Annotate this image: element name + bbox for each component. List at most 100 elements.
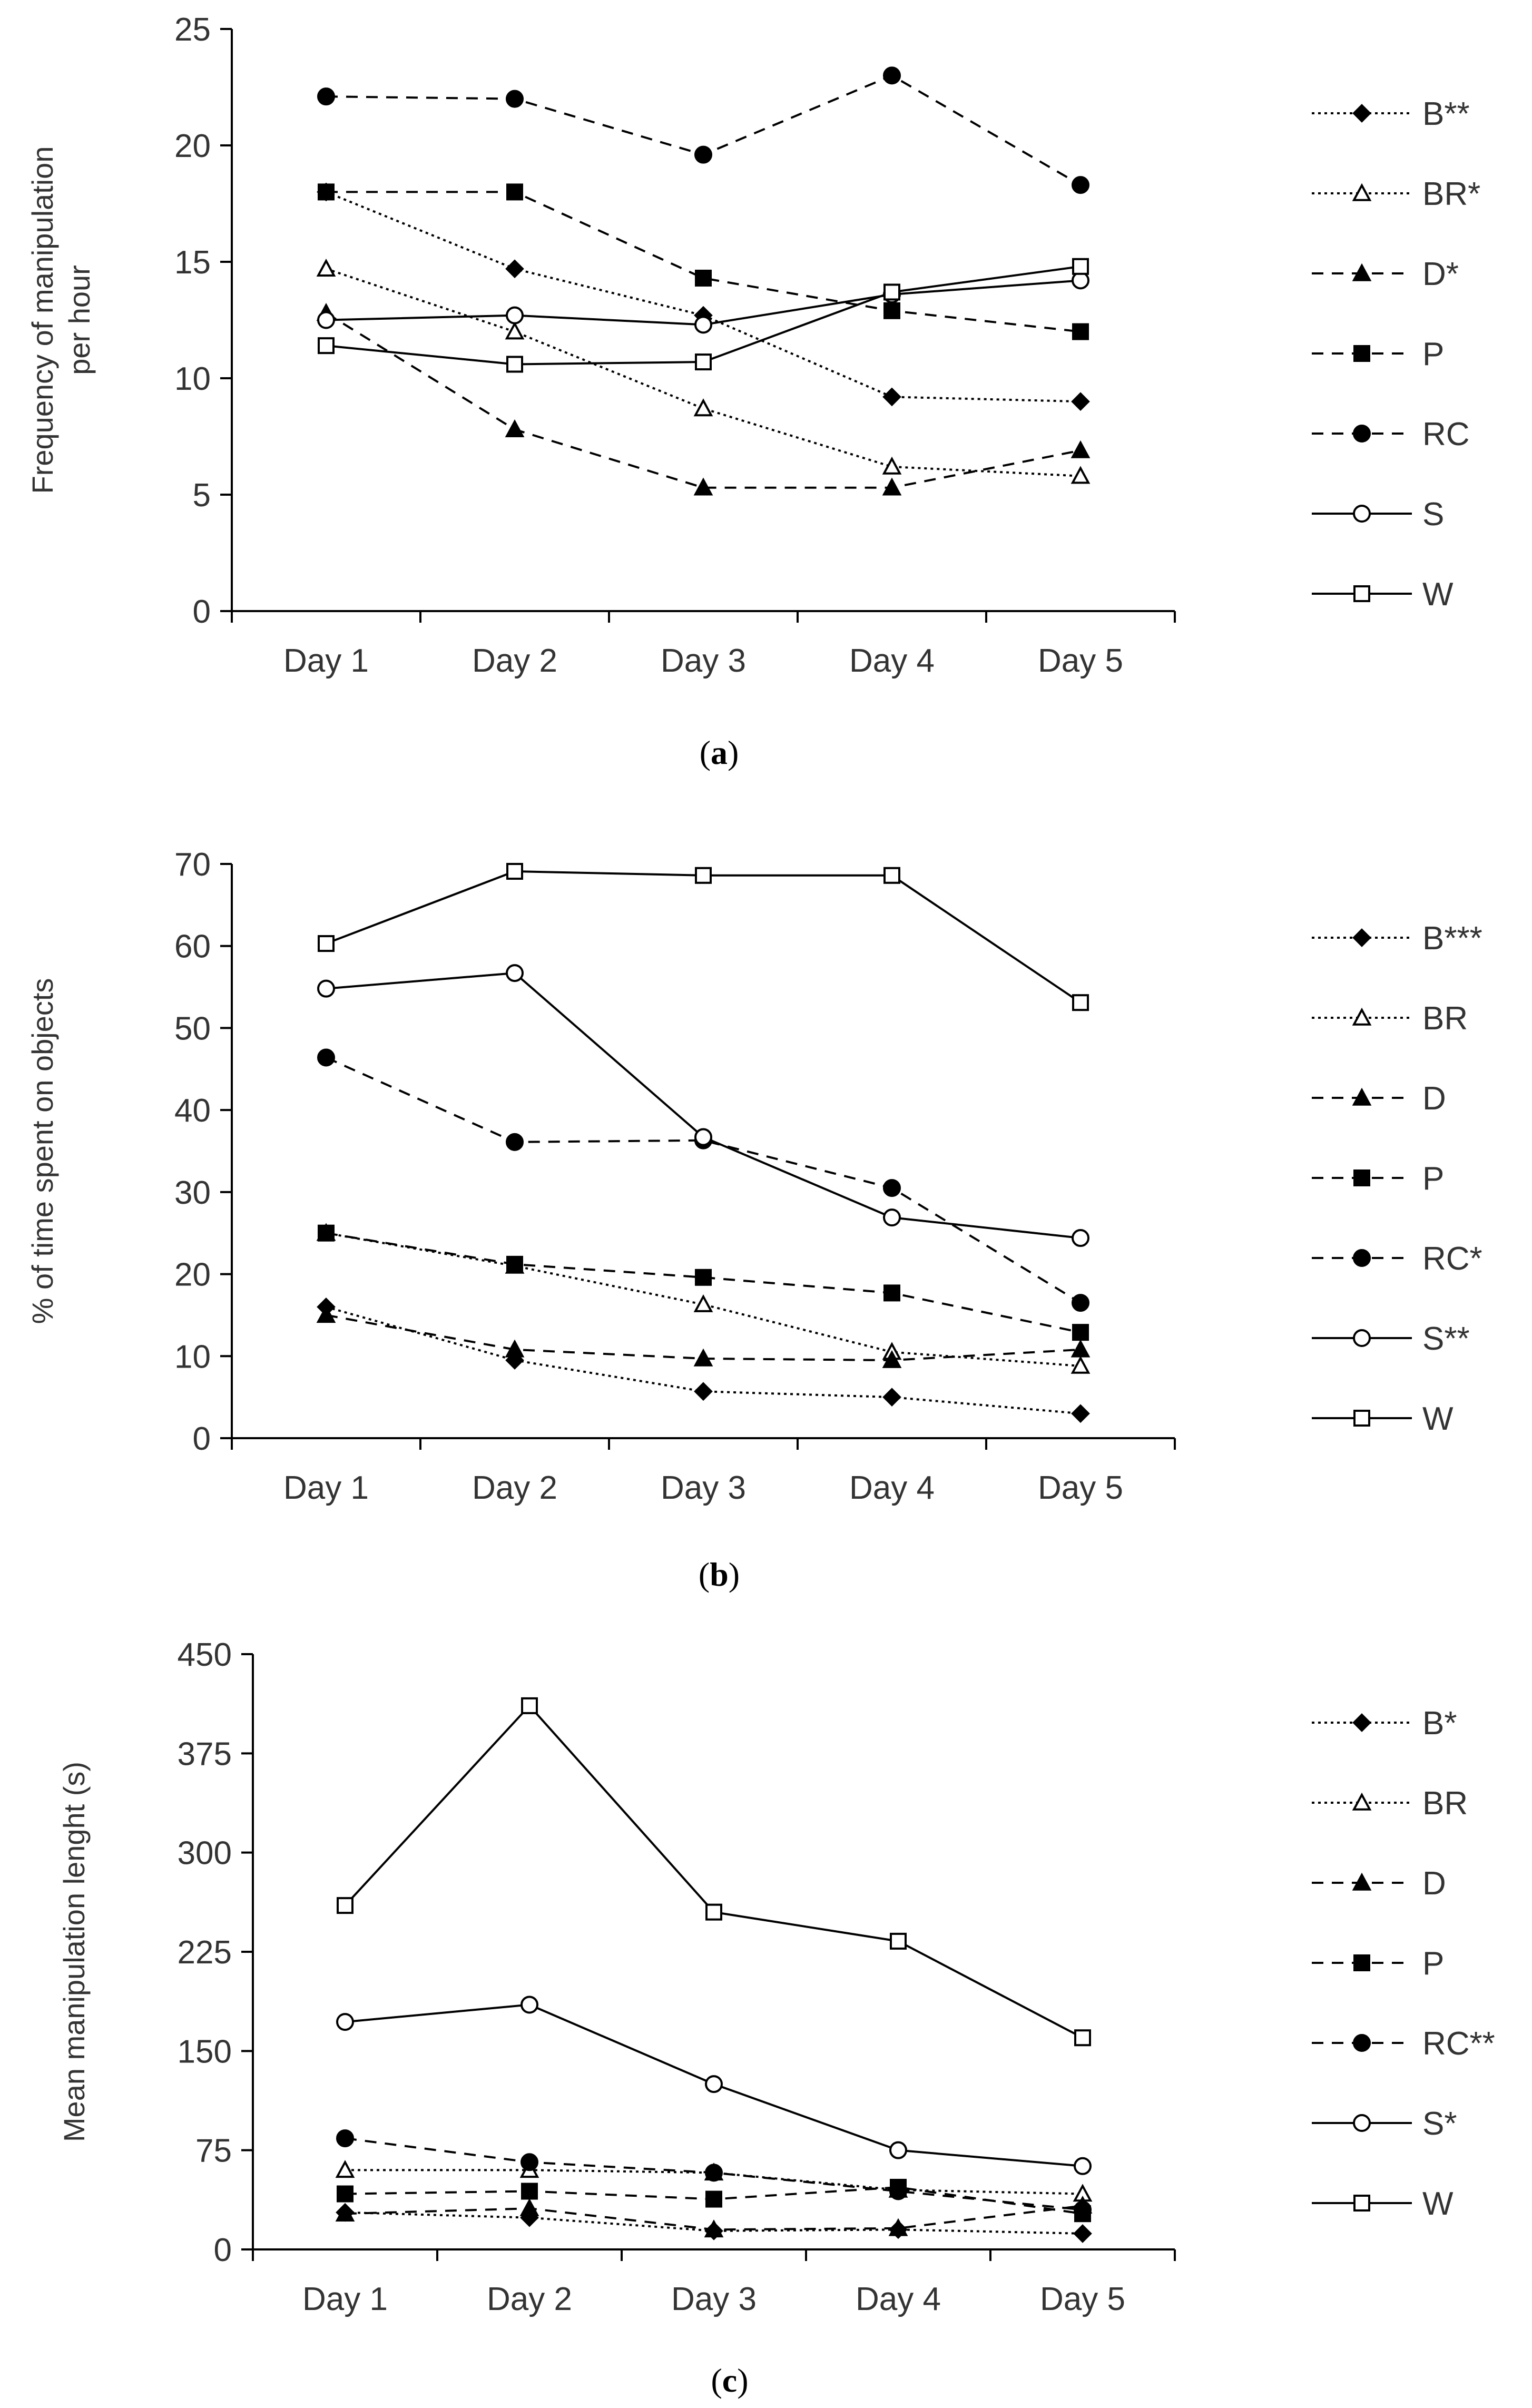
- legend-item-rc: RC: [1312, 416, 1470, 453]
- data-point-d: [505, 419, 525, 437]
- legend-swatch-marker: [1352, 1713, 1371, 1732]
- data-point-s: [705, 2075, 723, 2094]
- legend-label: S*: [1422, 2106, 1457, 2142]
- legend-label: BR: [1422, 1785, 1468, 1822]
- y-tick-label: 225: [178, 1934, 232, 1971]
- legend-item-rc: RC*: [1312, 1241, 1482, 1277]
- legend-swatch-marker: [1353, 1169, 1370, 1186]
- series-line-br: [326, 1232, 1081, 1367]
- data-point-w: [705, 1903, 722, 1921]
- legend-item-br: BR*: [1312, 176, 1480, 212]
- series-d: [316, 1305, 1091, 1368]
- data-point-s: [694, 316, 712, 334]
- legend-swatch-marker: [1353, 345, 1370, 362]
- data-point-rc: [506, 1133, 524, 1151]
- legend-item-d: D: [1312, 1080, 1446, 1117]
- series-line-b: [345, 2211, 1083, 2235]
- x-tick-label: Day 4: [856, 2281, 941, 2317]
- data-point-br: [882, 456, 902, 475]
- data-point-w: [890, 1932, 907, 1950]
- y-tick-label: 0: [193, 1421, 211, 1457]
- x-tick-label: Day 5: [1040, 2281, 1125, 2317]
- legend-swatch-marker: [1353, 1410, 1370, 1427]
- series-s: [336, 1996, 1092, 2175]
- data-point-s: [694, 1128, 712, 1146]
- data-point-w: [506, 356, 523, 373]
- legend-swatch-marker: [1353, 1329, 1371, 1347]
- data-point-d: [882, 1350, 902, 1368]
- series-s: [317, 964, 1089, 1247]
- legend-item-w: W: [1312, 576, 1454, 613]
- chart-panel-b: 0 10 20 30 40 50 60 70 Day 1 Day 2 Day 3 Day 4 Day 5…: [26, 847, 1482, 1593]
- legend-swatch-marker: [1352, 183, 1372, 201]
- panel-caption-letter: b: [710, 1556, 729, 1593]
- data-point-rc: [336, 2129, 354, 2148]
- legend-item-s: S**: [1312, 1321, 1470, 1357]
- legend-item-s: S: [1312, 496, 1444, 533]
- data-point-p: [506, 183, 523, 201]
- legend-label: D*: [1422, 256, 1459, 292]
- legend-label: RC**: [1422, 2026, 1495, 2062]
- legend-label: D: [1422, 1865, 1446, 1902]
- data-point-b: [882, 387, 901, 407]
- y-tick-label: 15: [174, 244, 211, 281]
- data-point-p: [695, 269, 712, 287]
- legend-item-br: BR: [1312, 1785, 1468, 1822]
- data-point-w: [337, 1897, 353, 1914]
- data-point-br: [505, 321, 525, 340]
- series-p: [318, 1224, 1089, 1341]
- data-point-d: [693, 477, 713, 496]
- data-point-d: [704, 2219, 724, 2238]
- data-point-p: [337, 2185, 353, 2203]
- legend-swatch-marker: [1353, 425, 1371, 443]
- y-tick-label: 5: [193, 477, 211, 514]
- data-point-b: [1071, 1404, 1090, 1423]
- data-point-w: [318, 935, 335, 952]
- y-tick-label: 375: [178, 1736, 232, 1772]
- legend-label: B*: [1422, 1705, 1457, 1742]
- series-b: [317, 182, 1090, 411]
- legend-item-p: P: [1312, 1161, 1444, 1197]
- legend-item-w: W: [1312, 2186, 1454, 2222]
- data-point-p: [1072, 323, 1089, 340]
- legend-swatch-marker: [1352, 1872, 1372, 1891]
- legend-label: D: [1422, 1080, 1446, 1117]
- x-tick-label: Day 1: [283, 1470, 369, 1506]
- legend-label: P: [1422, 1161, 1444, 1197]
- data-point-d: [316, 1305, 336, 1323]
- legend-swatch-marker: [1353, 1954, 1370, 1971]
- legend-label: S: [1422, 496, 1444, 533]
- data-point-br: [316, 259, 336, 277]
- data-point-s: [889, 2141, 907, 2159]
- data-point-w: [695, 867, 712, 884]
- data-point-s: [506, 306, 524, 325]
- data-point-br: [693, 1294, 713, 1312]
- legend-label: W: [1422, 1401, 1454, 1437]
- data-point-b: [505, 259, 524, 279]
- x-tick-label: Day 3: [661, 1470, 746, 1506]
- legend-item-b: B**: [1312, 96, 1470, 132]
- data-point-s: [317, 311, 335, 329]
- y-tick-label: 150: [178, 2033, 232, 2070]
- x-tick-label: Day 5: [1038, 643, 1123, 679]
- data-point-b: [1073, 2224, 1092, 2243]
- panel-caption: (b): [699, 1556, 740, 1593]
- panel-caption: (a): [700, 734, 739, 771]
- legend-item-s: S*: [1312, 2106, 1457, 2142]
- legend-label: RC: [1422, 416, 1470, 453]
- chart-panel-a: 0 5 10 15 20 25 Day 1 Day 2 Day 3 Day 4 Day 5 Frequ…: [26, 12, 1480, 771]
- data-point-rc: [521, 2153, 538, 2171]
- data-point-d: [505, 1339, 525, 1358]
- data-point-w: [883, 867, 900, 884]
- legend-item-d: D: [1312, 1865, 1446, 1902]
- y-tick-label: 20: [174, 1257, 211, 1293]
- x-tick-label: Day 3: [671, 2281, 757, 2317]
- series-line-w: [344, 1704, 1083, 2039]
- data-point-d: [1071, 440, 1091, 458]
- data-point-s: [883, 1208, 901, 1227]
- y-tick-label: 25: [174, 12, 211, 48]
- data-point-b: [694, 1382, 713, 1401]
- data-point-w: [1072, 994, 1089, 1011]
- data-point-s: [1072, 1229, 1089, 1247]
